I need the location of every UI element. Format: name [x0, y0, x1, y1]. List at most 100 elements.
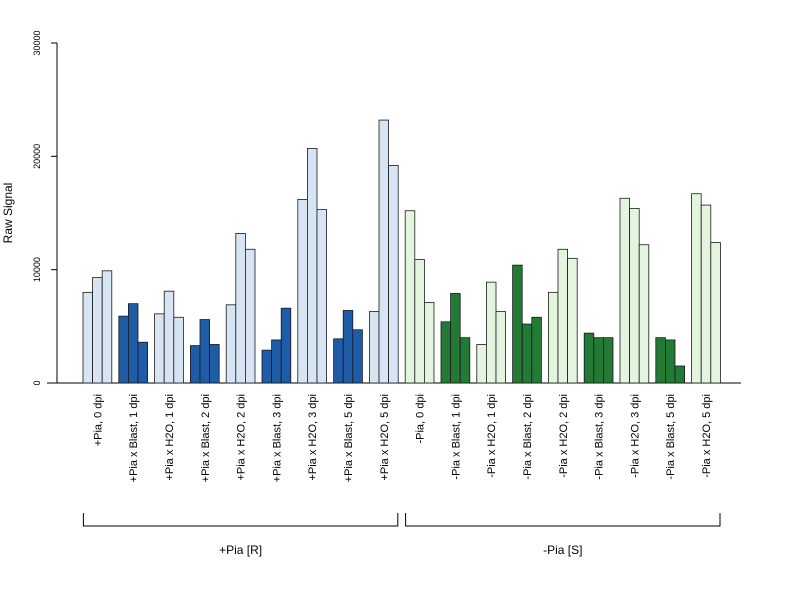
bar	[583, 332, 595, 384]
x-tick-label: -Pia x H2O, 5 dpi	[701, 394, 713, 478]
x-tick-label: -Pia x H2O, 2 dpi	[558, 394, 570, 478]
bar	[476, 344, 487, 384]
x-tick-label: +Pia x Blast, 3 dpi	[271, 394, 283, 482]
bar	[414, 259, 425, 384]
bar	[199, 319, 211, 384]
bar	[665, 339, 676, 384]
bar	[127, 303, 139, 384]
bar-group	[512, 264, 542, 384]
bar	[710, 242, 721, 384]
y-axis-title: Raw Signal	[1, 183, 15, 244]
bar	[92, 277, 103, 384]
bar	[352, 329, 363, 384]
bar	[297, 198, 308, 384]
x-tick-label: -Pia x H2O, 3 dpi	[629, 394, 641, 478]
bar-group	[333, 310, 363, 384]
bar-group	[440, 293, 471, 384]
bar-group	[154, 290, 184, 384]
bar-group	[118, 303, 149, 384]
bar-group	[691, 193, 721, 384]
bar	[378, 119, 390, 384]
bar	[593, 337, 604, 384]
bar	[531, 316, 542, 384]
y-tick-label: 20000	[32, 144, 42, 169]
bar-group	[82, 270, 113, 384]
bar	[700, 204, 712, 384]
bar-group	[225, 232, 256, 384]
x-tick-label: -Pia x Blast, 2 dpi	[522, 394, 534, 480]
bar-group	[297, 147, 328, 384]
bar	[235, 232, 246, 384]
bar-group	[548, 248, 578, 384]
bar	[629, 208, 640, 384]
x-tick-label: +Pia x Blast, 2 dpi	[200, 394, 212, 482]
bar	[450, 293, 461, 384]
bar	[638, 244, 650, 384]
bar	[440, 321, 452, 384]
x-tick-label: -Pia x Blast, 1 dpi	[450, 394, 462, 480]
group-brackets: +Pia [R] -Pia [S]	[82, 513, 721, 557]
bar	[118, 315, 129, 384]
x-tick-label: +Pia x H2O, 2 dpi	[236, 394, 248, 481]
x-tick-label: -Pia x Blast, 5 dpi	[665, 394, 677, 480]
bar	[261, 349, 273, 384]
bars	[82, 119, 721, 384]
bar-group	[476, 281, 507, 384]
bar-group	[261, 307, 292, 384]
bar	[521, 323, 533, 384]
bar	[101, 270, 113, 384]
bar	[388, 164, 399, 384]
bar	[495, 311, 507, 384]
x-tick-label: -Pia x H2O, 1 dpi	[486, 394, 498, 478]
bar	[567, 257, 578, 384]
y-tick-label: 0	[32, 380, 42, 385]
bar-group	[189, 319, 220, 384]
bar-group	[655, 337, 686, 384]
bar-group	[368, 119, 399, 384]
x-tick-label: -Pia x Blast, 3 dpi	[594, 394, 606, 480]
x-tick-label: +Pia x H2O, 3 dpi	[307, 394, 319, 481]
bar	[423, 302, 435, 384]
bar	[512, 264, 523, 384]
bracket-line	[82, 513, 399, 527]
bar	[154, 313, 165, 384]
bar	[306, 147, 318, 384]
bar	[603, 337, 614, 384]
bracket-line	[405, 513, 721, 527]
x-tick-label: +Pia x H2O, 5 dpi	[379, 394, 391, 481]
group-label: +Pia [R]	[219, 543, 262, 557]
group-bracket: -Pia [S]	[405, 513, 721, 557]
bar	[82, 291, 94, 384]
bar	[244, 248, 256, 384]
bar	[280, 307, 292, 384]
y-tick-label: 30000	[32, 30, 42, 55]
bar	[225, 304, 237, 384]
group-label: -Pia [S]	[543, 543, 582, 557]
bar	[316, 209, 328, 384]
bar	[189, 345, 201, 384]
bar	[404, 210, 416, 384]
bar	[173, 316, 184, 384]
x-tick-label: +Pia x H2O, 1 dpi	[164, 394, 176, 481]
bar	[342, 310, 354, 384]
bar	[163, 290, 175, 384]
bar	[271, 339, 282, 384]
bar	[548, 291, 559, 384]
x-tick-label: +Pia, 0 dpi	[92, 394, 104, 446]
group-bracket: +Pia [R]	[82, 513, 399, 557]
x-tick-label: -Pia, 0 dpi	[415, 394, 427, 444]
bar	[619, 197, 631, 384]
bar	[691, 193, 702, 384]
bar	[368, 311, 380, 384]
y-tick-label: 10000	[32, 257, 42, 282]
bar	[674, 365, 686, 384]
bar-group	[619, 197, 650, 384]
x-tick-labels: +Pia, 0 dpi +Pia x Blast, 1 dpi +Pia x H2O…	[92, 394, 713, 482]
x-tick-label: +Pia x Blast, 1 dpi	[128, 394, 140, 482]
bar-group	[583, 332, 614, 384]
bar	[655, 337, 666, 384]
bar	[485, 281, 497, 384]
bar	[459, 337, 471, 384]
bar	[209, 344, 220, 384]
